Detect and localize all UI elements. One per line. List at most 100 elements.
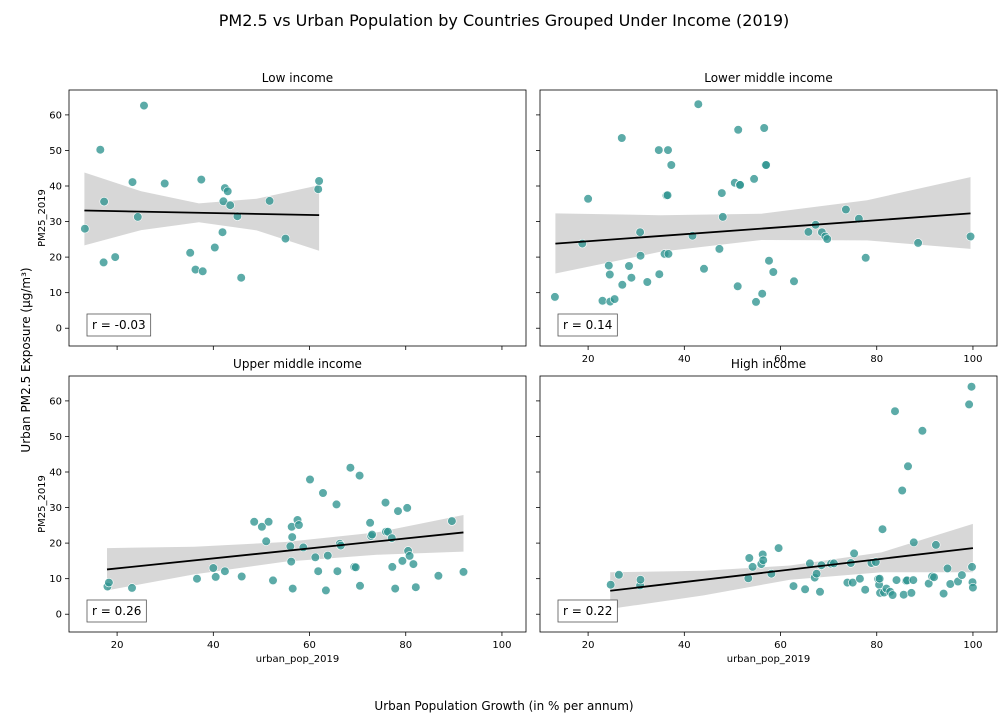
data-point	[220, 566, 230, 576]
data-point	[604, 261, 614, 271]
data-point	[931, 540, 941, 550]
x-tick-label: 60	[774, 640, 787, 651]
data-point	[663, 145, 673, 155]
data-point	[104, 577, 114, 588]
data-point	[913, 238, 923, 248]
data-point	[196, 175, 206, 185]
data-point	[965, 231, 976, 242]
data-point	[666, 160, 676, 170]
y-tick-label: 50	[49, 146, 62, 157]
data-point	[757, 289, 767, 299]
data-point	[133, 212, 143, 222]
y-axis-label: PM25_2019	[37, 189, 48, 247]
data-point	[332, 566, 343, 576]
x-tick-label: 80	[870, 354, 883, 365]
x-tick-label: 40	[678, 640, 691, 651]
regression-line	[610, 547, 974, 592]
data-point	[855, 574, 865, 584]
x-tick-label: 80	[399, 640, 412, 651]
x-tick-label: 100	[963, 640, 982, 651]
panel-title: High income	[731, 357, 806, 371]
data-point	[841, 204, 851, 215]
x-tick-label: 60	[303, 640, 316, 651]
y-tick-label: 20	[49, 539, 62, 550]
correlation-label: r = 0.22	[563, 604, 612, 618]
y-tick-label: 30	[49, 217, 62, 228]
data-point	[397, 556, 408, 566]
data-point	[789, 276, 799, 286]
y-tick-label: 0	[56, 610, 62, 621]
data-point	[800, 584, 810, 594]
data-point	[305, 474, 315, 485]
data-point	[351, 562, 361, 572]
data-point	[288, 583, 298, 594]
data-point	[764, 256, 774, 266]
correlation-label: r = 0.14	[563, 318, 612, 332]
correlation-label: r = 0.26	[92, 604, 141, 618]
data-point	[458, 567, 469, 577]
data-point	[967, 562, 977, 572]
data-point	[891, 575, 902, 585]
data-point	[127, 177, 138, 187]
data-point	[294, 520, 304, 530]
data-point	[749, 174, 759, 184]
data-point	[298, 542, 308, 553]
data-point	[314, 176, 324, 186]
data-point	[929, 572, 939, 582]
correlation-label: r = -0.03	[92, 318, 146, 332]
data-point	[945, 579, 955, 589]
data-point	[268, 575, 278, 586]
data-point	[433, 571, 444, 581]
panel-title: Upper middle income	[233, 357, 362, 371]
data-point	[663, 249, 674, 259]
data-point	[617, 133, 627, 143]
data-point	[313, 184, 323, 194]
data-point	[365, 518, 375, 528]
data-point	[890, 406, 900, 416]
x-tick-label: 100	[963, 354, 982, 365]
data-point	[318, 488, 328, 498]
figure-x-label: Urban Population Growth (in % per annum)	[374, 699, 633, 713]
data-point	[803, 227, 814, 237]
x-tick-label: 20	[582, 354, 595, 365]
x-tick-label: 40	[678, 354, 691, 365]
data-point	[447, 516, 457, 526]
data-point	[405, 551, 415, 561]
data-point	[759, 123, 769, 133]
x-tick-label: 20	[111, 640, 124, 651]
data-point	[95, 145, 105, 155]
data-point	[605, 269, 615, 280]
regression-line	[84, 209, 320, 217]
data-point	[614, 570, 624, 580]
x-tick-label: 40	[207, 640, 220, 651]
data-point	[286, 556, 296, 567]
data-point	[822, 234, 832, 244]
data-point	[223, 186, 233, 196]
y-tick-label: 40	[49, 468, 62, 479]
data-point	[626, 273, 637, 283]
confidence-band	[555, 177, 971, 274]
data-point	[861, 253, 871, 263]
panel-4: 20 40 60 80 100 High income urban_pop_2019 r = …	[536, 357, 998, 665]
regression-line	[106, 531, 464, 571]
data-point	[249, 517, 259, 527]
x-axis-label: urban_pop_2019	[727, 654, 811, 665]
data-point	[192, 574, 202, 584]
data-point	[345, 463, 356, 473]
data-point	[606, 580, 616, 590]
correlation-box	[86, 599, 147, 623]
x-tick-label: 100	[492, 640, 511, 651]
panel-title: Low income	[262, 71, 333, 85]
data-point	[310, 552, 320, 562]
data-point	[198, 266, 208, 276]
data-point	[714, 244, 725, 254]
regression-line	[555, 212, 971, 245]
data-point	[609, 294, 620, 304]
data-point	[957, 570, 967, 580]
data-point	[550, 292, 560, 302]
data-point	[917, 426, 928, 436]
data-point	[211, 572, 221, 582]
data-point	[717, 188, 727, 198]
